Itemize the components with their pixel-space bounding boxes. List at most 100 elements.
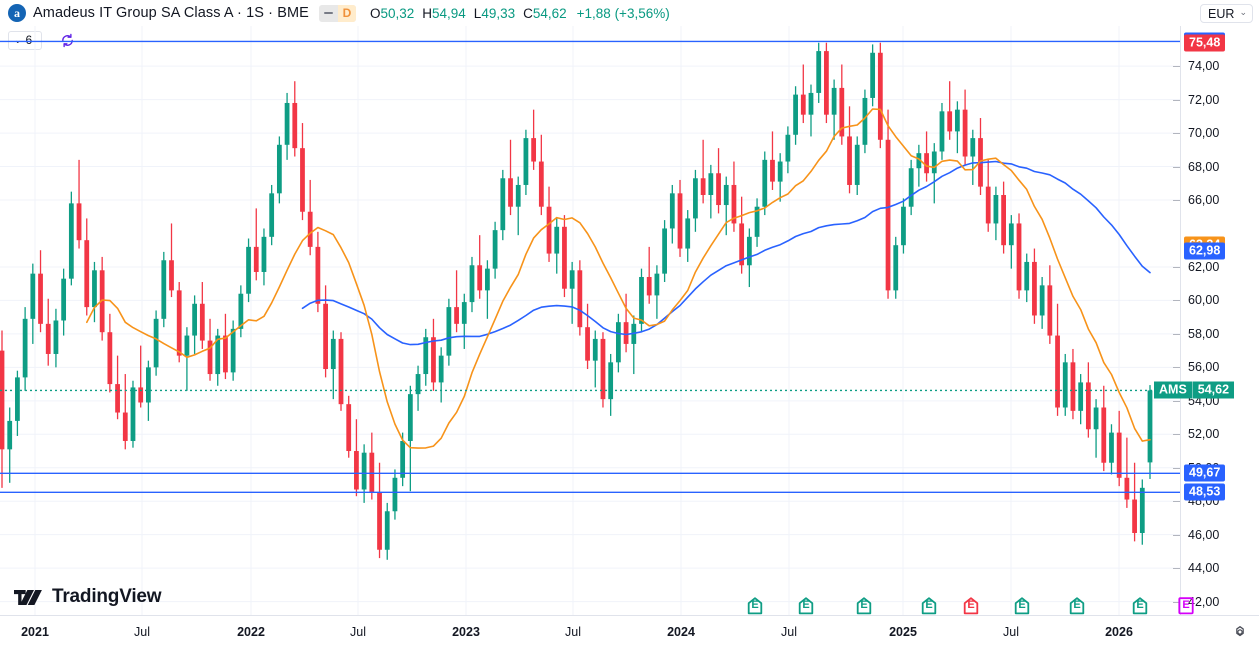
candle-body (777, 161, 783, 182)
currency-label: EUR (1208, 6, 1235, 21)
candle-body (1124, 477, 1130, 500)
candle-body (700, 178, 706, 195)
gear-icon[interactable] (1232, 624, 1248, 640)
candle-body (454, 307, 459, 324)
time-tick: 2026 (1105, 625, 1133, 639)
candles (0, 42, 1153, 560)
time-tick: Jul (781, 625, 797, 639)
grid-lines (0, 26, 1180, 615)
candlestick-canvas (0, 26, 1180, 615)
tradingview-logo: TradingView (14, 586, 162, 608)
candle-body (207, 340, 213, 375)
candle-body (469, 265, 475, 303)
candle-body (38, 273, 43, 324)
candle-body (246, 246, 251, 294)
candle-body (515, 184, 521, 207)
price-tick-mark (1173, 300, 1180, 302)
earnings-marker[interactable]: E (1177, 596, 1196, 616)
earnings-marker[interactable]: E (797, 596, 816, 616)
time-tick: 2023 (452, 625, 480, 639)
candle-body (199, 303, 205, 341)
tradingview-wordmark: TradingView (52, 586, 162, 607)
price-tick-mark (1173, 601, 1180, 603)
earnings-marker[interactable]: E (746, 596, 765, 616)
candle-body (477, 265, 483, 291)
price-axis[interactable]: 74,00 72,00 70,00 68,00 66,00 62,00 60,00 58,00… (1154, 26, 1259, 615)
tradingview-mark-icon (14, 588, 44, 607)
earnings-marker[interactable]: E (962, 596, 981, 616)
candle-body (723, 184, 729, 206)
candle-body (839, 87, 845, 137)
candle-body (600, 338, 606, 400)
line-tag-4967[interactable]: 49,67 (1184, 464, 1226, 482)
ma-blue-tag[interactable]: 62,98 (1184, 242, 1226, 260)
last-price-tag[interactable]: AMS 54,62 (1154, 381, 1235, 399)
candle-body (554, 226, 560, 254)
candle-body (531, 138, 537, 162)
candle-body (346, 404, 352, 452)
candle-body (615, 322, 621, 363)
candle-body (562, 226, 567, 289)
candle-body (15, 377, 20, 421)
candle-body (330, 338, 336, 370)
high-red-tag[interactable]: 75,48 (1184, 34, 1226, 52)
candle-body (384, 511, 390, 550)
line-tag-4853[interactable]: 48,53 (1184, 483, 1226, 501)
earnings-label: E (967, 598, 975, 611)
chevron-down-icon: ⌄ (1239, 7, 1247, 17)
candle-body (446, 307, 452, 356)
price-tick: 62,00 (1188, 259, 1220, 274)
price-tick: 70,00 (1188, 126, 1220, 141)
time-axis[interactable]: 2021 Jul 2022 Jul 2023 Jul 2024 Jul 2025 Jul 2026 (0, 615, 1259, 647)
candle-body (669, 193, 675, 229)
candle-body (161, 260, 167, 319)
candle-body (230, 328, 236, 373)
earnings-marker[interactable]: E (1131, 596, 1150, 616)
candle-body (407, 394, 413, 441)
currency-selector[interactable]: EUR ⌄ (1200, 4, 1253, 23)
earnings-marker[interactable]: E (1013, 596, 1032, 616)
ma-slow-line (301, 160, 1151, 346)
candle-body (261, 236, 267, 272)
candle-body (877, 52, 883, 140)
candle-body (585, 327, 590, 361)
candle-body (176, 290, 182, 356)
candle-body (53, 320, 59, 354)
earnings-marker[interactable]: E (920, 596, 939, 616)
candle-body (1078, 382, 1084, 411)
close-label: C (523, 5, 533, 21)
candle-body (184, 335, 190, 356)
earnings-marker[interactable]: E (855, 596, 874, 616)
price-tick-mark (1173, 467, 1180, 469)
candle-body (870, 52, 876, 98)
time-tick: Jul (134, 625, 150, 639)
chevron-down-icon: ⌄ (14, 34, 22, 45)
candle-body (854, 144, 860, 185)
candle-body (392, 477, 398, 512)
ohlc-values: O 50,32 H 54,94 L 49,33 C 54,62 +1,88 (+3,56… (370, 6, 670, 21)
candle-body (1047, 285, 1053, 336)
candle-body (276, 144, 282, 194)
candle-body (1132, 499, 1137, 534)
candle-body (993, 195, 999, 224)
candle-body (831, 87, 837, 115)
candle-body (731, 184, 737, 224)
timeframe-badge[interactable]: D (318, 4, 356, 22)
high-value: 54,94 (432, 5, 466, 21)
price-tick-mark (1173, 200, 1180, 202)
time-tick: 2025 (889, 625, 917, 639)
candle-body (608, 362, 614, 400)
symbol-title[interactable]: Amadeus IT Group SA Class A · 1S · BME (33, 5, 309, 21)
open-label: O (369, 5, 381, 21)
chart-plot-area[interactable] (0, 26, 1180, 615)
candle-body (901, 206, 906, 246)
price-tick-mark (1173, 133, 1180, 135)
candle-body (1016, 223, 1022, 291)
candle-body (677, 193, 683, 249)
price-tick-mark (1173, 333, 1180, 335)
candle-body (538, 161, 544, 207)
earnings-marker[interactable]: E (1068, 596, 1087, 616)
candle-body (1008, 223, 1014, 246)
collapse-legend-button[interactable]: ⌄ 6 (8, 30, 42, 50)
